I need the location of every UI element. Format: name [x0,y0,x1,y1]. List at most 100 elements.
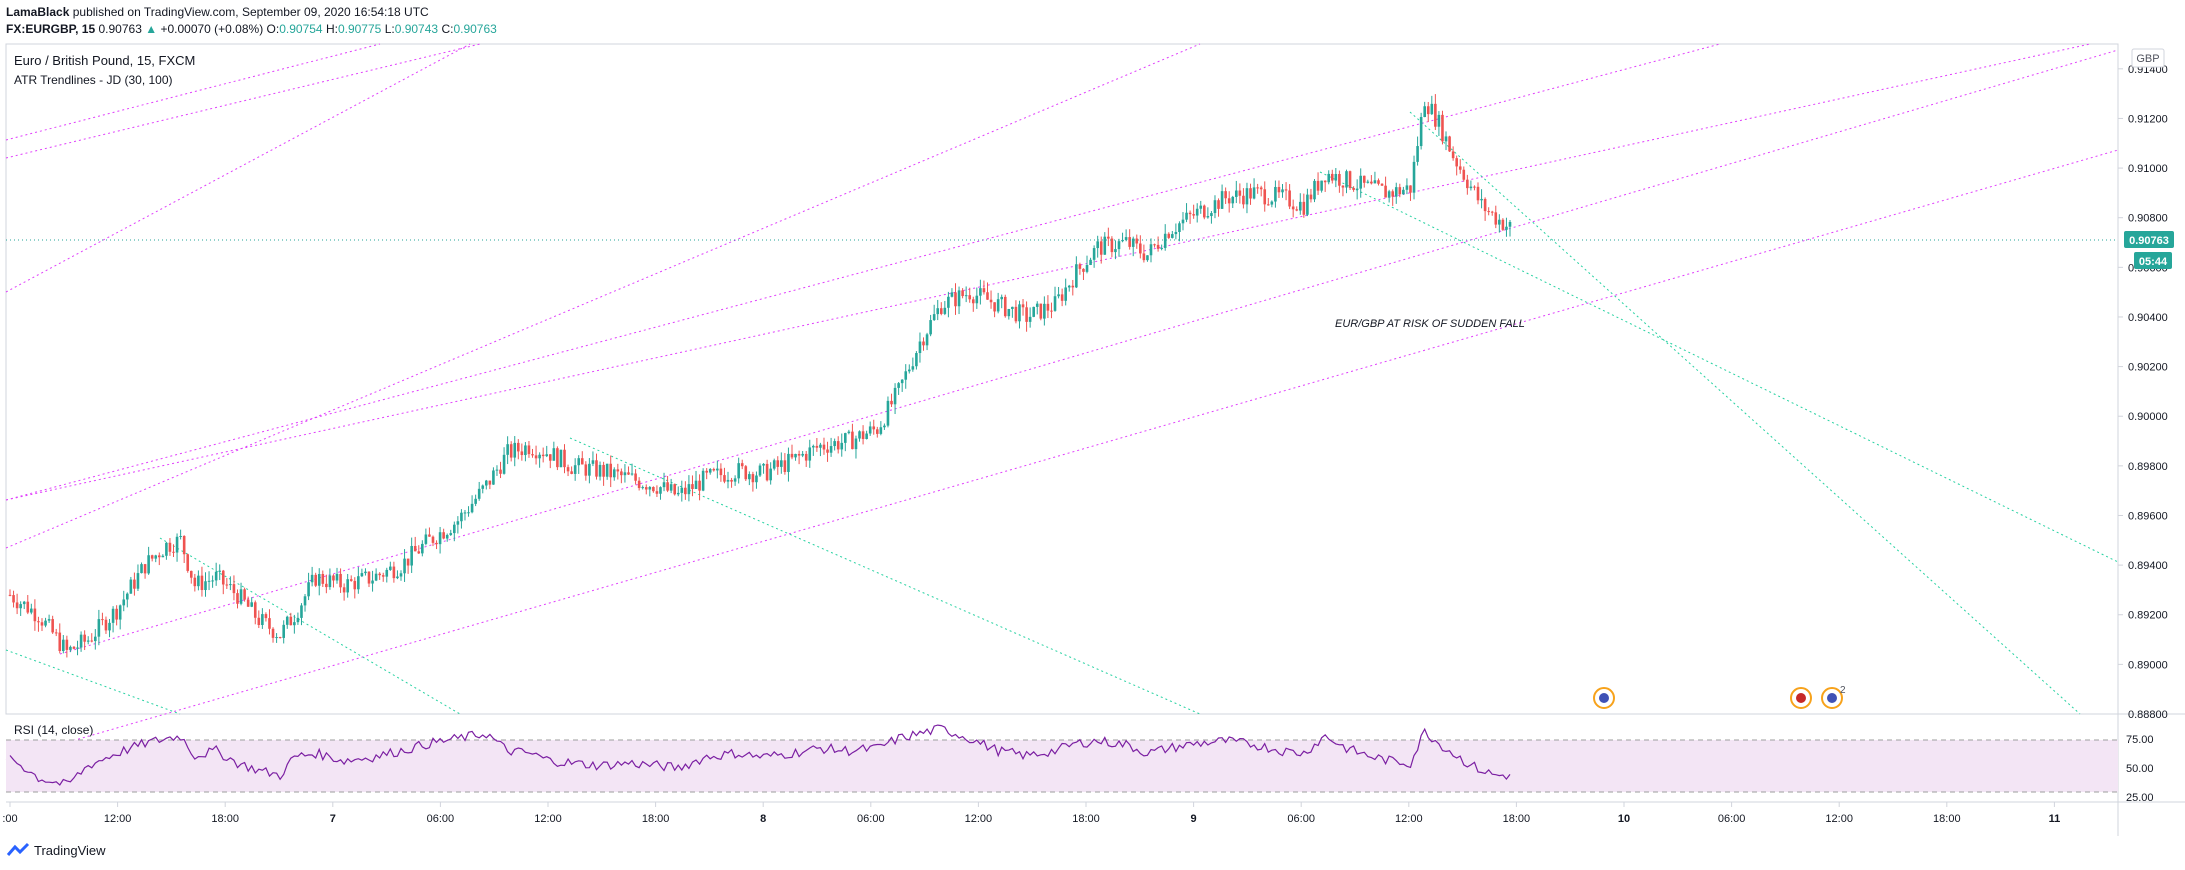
candle-body [421,543,424,554]
candle-body [101,619,104,621]
candle-body [1057,294,1060,297]
candle-body [481,485,485,489]
candle-body [950,292,954,297]
candle-body [826,449,829,453]
candle-body [321,574,325,584]
candle-body [1341,185,1345,188]
rsi-line [9,724,1511,786]
candle-body [37,621,40,623]
candle-body [225,584,229,586]
candle-body [719,468,723,476]
candle-body [1298,201,1302,211]
candle-body [1060,294,1064,301]
candle-body [51,619,54,633]
candle-body [772,460,776,469]
candle-body [296,617,300,623]
candle-body [392,566,396,579]
candle-body [453,524,456,534]
candle-body [104,619,108,631]
candle-body [40,622,44,626]
candle-body [602,464,605,477]
candle-body [118,605,122,620]
time-axis: :00 12:00 18:00 7 06:00 12:00 18:00 8 06:00 12:00… [2,802,2060,825]
candle-body [1124,237,1128,240]
high-label: H: [325,22,338,36]
candle-body [698,480,701,491]
candle-body [1419,117,1423,147]
candle-body [449,533,453,535]
brand-name: TradingView [34,842,106,858]
candle-body [253,602,257,618]
candle-body [1355,188,1359,190]
candle-body [1327,173,1331,183]
candle-body [1366,181,1370,183]
candle-body [1067,285,1071,288]
candle-body [662,482,666,488]
candle-body [723,475,726,482]
currency-badge[interactable] [2131,48,2165,68]
candle-body [1291,206,1295,210]
candle-body [989,299,993,303]
candle-body [829,446,833,453]
candle-body [1139,243,1142,254]
candle-body [186,554,190,571]
time-tick-label: 18:00 [1072,813,1100,825]
candle-body [268,618,271,629]
candle-body [907,369,911,372]
candle-body [531,454,534,456]
candle-body [221,570,225,585]
candle-body [1199,205,1203,209]
candle-body [271,628,275,638]
candle-body [733,478,737,482]
candle-body [417,551,421,554]
candle-body [996,299,1000,312]
candle-body [566,467,570,472]
rsi-label[interactable]: RSI (14, close) [14,723,93,737]
candle-body [438,532,442,545]
candle-body [161,555,165,558]
candle-body [289,616,293,626]
candle-body [111,608,115,623]
candle-body [580,458,584,465]
candle-body [524,445,527,456]
candle-body [1167,233,1171,238]
candle-body [76,647,79,649]
high-value: 0.90775 [337,22,382,36]
candle-body [509,444,513,458]
candle-body [1224,191,1227,199]
candle-body [932,314,936,321]
candle-body [428,534,431,537]
time-tick-label: 06:00 [427,813,455,825]
indicator-label[interactable]: ATR Trendlines - JD (30, 100) [14,73,173,87]
candle-body [1089,259,1092,265]
candle-body [797,453,801,456]
candle-body [94,636,97,642]
candle-body [431,536,435,543]
candle-body [1409,185,1412,193]
rsi-band [6,740,2118,792]
author-name[interactable]: LamaBlack [6,5,70,19]
candle-body [1362,175,1366,183]
candle-body [552,448,556,461]
candle-body [623,472,627,476]
chart-annotation[interactable]: EUR/GBP AT RISK OF SUDDEN FALL [1335,318,1525,330]
candle-body [922,341,925,346]
time-tick-label: 12:00 [1395,813,1423,825]
candle-body [1064,287,1067,301]
candle-body [1323,180,1327,183]
candle-body [90,640,94,642]
main-pane-frame [5,43,2119,715]
candle-body [342,587,346,593]
candle-body [1405,185,1409,190]
brand-logo[interactable]: TradingView [6,842,106,858]
candle-body [762,463,765,466]
chart-canvas[interactable]: 0.914000.912000.910000.908000.906000.904… [0,0,2185,840]
candle-body [705,470,708,473]
time-tick-label: 18:00 [642,813,670,825]
time-tick-label: 18:00 [1503,813,1531,825]
candle-body [513,442,517,458]
candle-body [844,433,847,443]
candle-body [1096,241,1099,249]
candle-body [669,484,673,491]
trendline [159,537,461,715]
